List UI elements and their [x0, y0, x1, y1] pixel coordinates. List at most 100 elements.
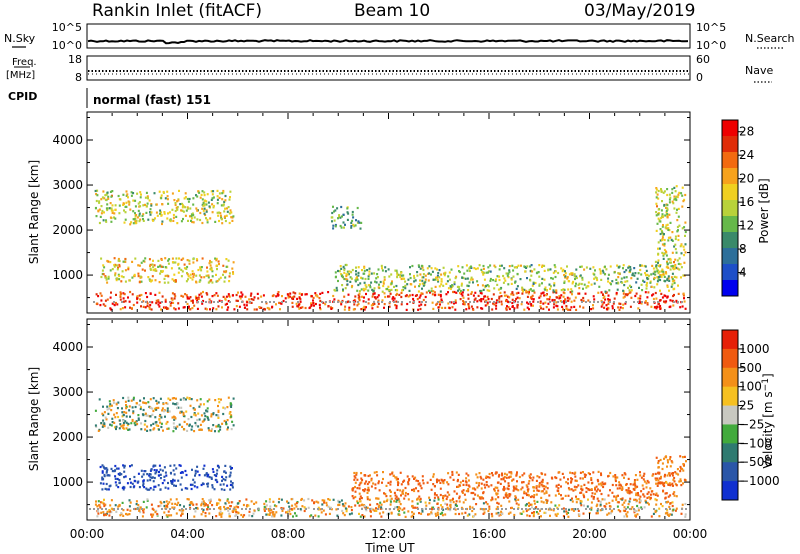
data-cell [594, 269, 596, 272]
data-cell [202, 290, 204, 294]
data-cell [209, 498, 212, 501]
nsearch-label: N.Search [745, 32, 795, 45]
data-cell [497, 481, 500, 484]
data-cell [644, 265, 647, 268]
data-cell [104, 487, 107, 490]
data-cell [417, 290, 420, 293]
data-cell [201, 190, 204, 193]
data-cell [507, 283, 510, 286]
data-cell [130, 464, 133, 467]
data-cell [418, 495, 421, 498]
data-cell [118, 427, 121, 430]
data-cell [133, 479, 136, 482]
data-cell [542, 501, 545, 504]
data-cell [495, 507, 498, 511]
data-cell [113, 303, 116, 306]
data-cell [520, 303, 523, 306]
data-cell [185, 301, 187, 303]
data-cell [685, 460, 687, 463]
data-cell [159, 477, 162, 480]
data-cell [166, 506, 169, 509]
data-cell [447, 483, 450, 486]
data-cell [208, 398, 211, 401]
data-cell [657, 482, 660, 485]
data-cell [545, 306, 548, 309]
data-cell [364, 474, 367, 477]
data-cell [562, 268, 565, 271]
data-cell [658, 515, 661, 518]
data-cell [343, 268, 346, 271]
data-cell [641, 508, 643, 510]
data-cell [499, 482, 502, 485]
data-cell [640, 302, 643, 305]
data-cell [332, 205, 334, 208]
data-cell [453, 506, 456, 509]
data-cell [562, 507, 565, 510]
data-cell [180, 294, 183, 297]
data-cell [417, 308, 420, 311]
data-cell [219, 428, 222, 431]
data-cell [473, 298, 476, 301]
data-cell [357, 220, 360, 223]
data-cell [154, 511, 157, 514]
data-cell [596, 512, 599, 515]
data-cell [428, 496, 431, 499]
data-cell [125, 201, 128, 204]
data-cell [316, 295, 319, 298]
data-cell [635, 292, 638, 295]
data-cell [377, 286, 380, 289]
data-cell [487, 271, 489, 274]
data-cell [393, 301, 395, 303]
data-cell [142, 484, 145, 487]
data-cell [667, 472, 670, 475]
data-cell [159, 473, 162, 476]
data-cell [211, 203, 214, 206]
data-cell [243, 514, 246, 517]
data-cell [222, 273, 224, 276]
data-cell [215, 308, 218, 311]
data-cell [657, 247, 659, 250]
data-cell [222, 412, 225, 416]
data-cell [605, 268, 608, 271]
data-cell [154, 407, 156, 410]
data-cell [644, 500, 647, 503]
data-cell [138, 264, 141, 267]
data-cell [350, 277, 353, 280]
data-cell [655, 196, 658, 199]
data-cell [129, 481, 132, 484]
data-cell [418, 265, 421, 268]
data-cell [358, 290, 361, 293]
data-cell [513, 487, 516, 490]
data-cell [285, 511, 288, 514]
data-cell [165, 422, 168, 425]
data-cell [124, 280, 127, 283]
data-cell [281, 295, 283, 298]
data-cell [660, 481, 663, 484]
data-cell [144, 428, 147, 431]
data-cell [187, 207, 190, 210]
data-cell [535, 493, 538, 496]
data-cell [660, 292, 663, 295]
data-cell [122, 509, 125, 512]
data-cell [146, 414, 149, 417]
data-cell [495, 492, 498, 495]
data-cell [373, 509, 376, 512]
data-cell [154, 268, 157, 271]
data-cell [113, 413, 116, 416]
data-cell [663, 248, 666, 252]
data-cell [657, 460, 660, 463]
data-cell [142, 473, 145, 476]
data-cell [357, 283, 360, 287]
data-cell [110, 424, 113, 427]
data-cell [639, 474, 642, 477]
data-cell [571, 273, 574, 276]
data-cell [160, 502, 163, 505]
data-cell [482, 512, 485, 515]
data-cell [492, 302, 495, 305]
data-cell [590, 495, 593, 498]
data-cell [656, 205, 658, 208]
data-cell [268, 509, 271, 512]
data-cell [246, 504, 249, 507]
data-cell [418, 499, 421, 502]
data-cell [561, 472, 564, 475]
